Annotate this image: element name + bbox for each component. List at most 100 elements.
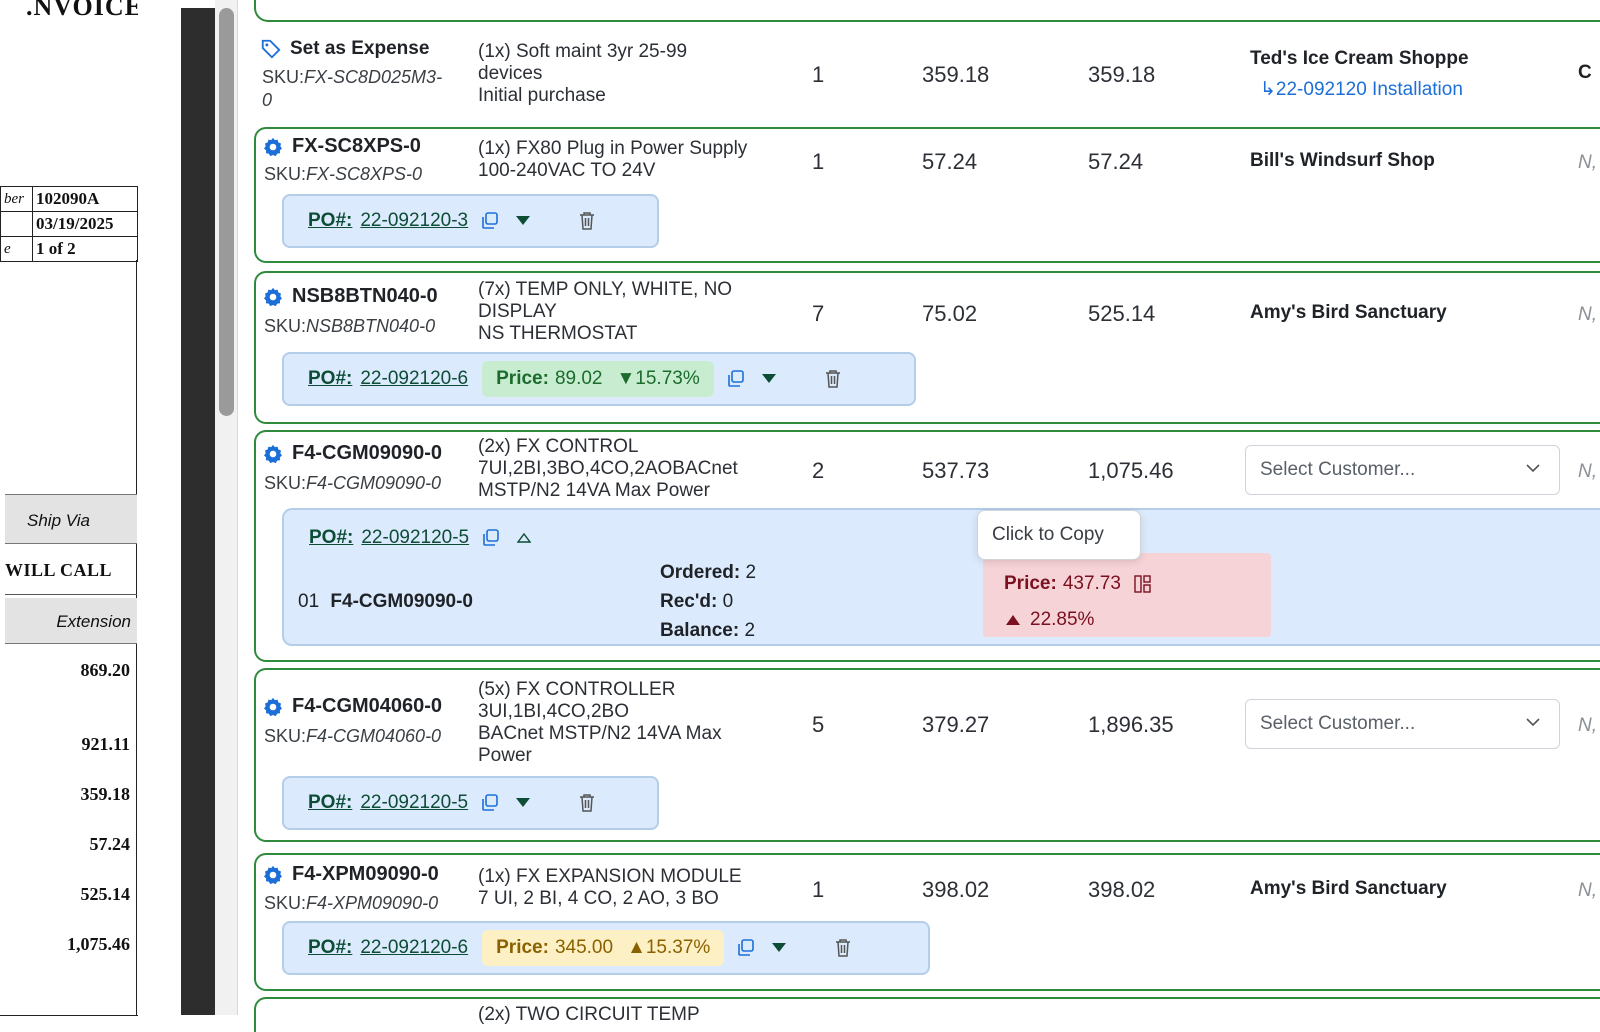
line-number: 01	[298, 591, 320, 612]
chevron-down-icon	[1526, 718, 1540, 727]
description-line: Initial purchase	[478, 85, 606, 106]
description-line: 7UI,2BI,3BO,4CO,2AOBACnet	[478, 458, 738, 479]
description-line: (7x) TEMP ONLY, WHITE, NO	[478, 279, 733, 300]
gear-icon[interactable]	[262, 136, 284, 158]
part-number-label: F4-CGM09090-0	[292, 442, 443, 464]
chevron-up-icon[interactable]	[517, 533, 532, 543]
price-value: 89.02	[554, 368, 603, 389]
description-line: (1x) Soft maint 3yr 25-99	[478, 41, 688, 62]
description-line: (1x) FX80 Plug in Power Supply	[478, 138, 748, 159]
po-label: PO#:	[308, 792, 353, 813]
po-label: PO#:	[308, 210, 353, 231]
po-assignment: PO#: 22-092120-6 Price: 345.00 ▲15.37%	[282, 921, 930, 975]
part-number-label: NSB8BTN040-0	[292, 285, 438, 307]
po-number-link[interactable]: 22-092120-5	[360, 792, 469, 813]
price-delta: ▼15.73%	[616, 368, 700, 389]
chevron-down-icon[interactable]	[516, 798, 531, 808]
po-header-row: PO#: 22-092120-5	[309, 527, 532, 549]
job-link[interactable]: ↳22-092120 Installation	[1260, 79, 1463, 100]
invoice-title: .NVOICE	[26, 0, 138, 21]
sku-prefix: SKU:	[264, 164, 307, 184]
chevron-down-icon[interactable]	[772, 943, 787, 953]
po-number-link[interactable]: 22-092120-3	[360, 210, 469, 231]
column-edge-text: N,	[1578, 461, 1597, 482]
price-compare-row: Price: 437.73	[1004, 573, 1153, 595]
received-value: 0	[722, 591, 734, 612]
sku-value: F4-CGM04060-0	[306, 726, 442, 746]
po-number-link[interactable]: 22-092120-6	[360, 937, 469, 958]
item-part-number: NSB8BTN040-0	[262, 285, 438, 308]
trash-icon[interactable]	[578, 211, 596, 231]
description-line: devices	[478, 63, 543, 84]
gear-icon[interactable]	[262, 443, 284, 465]
item-description: (1x) FX80 Plug in Power Supply 100-240VA…	[478, 138, 783, 182]
extension-amount: 921.11	[81, 734, 130, 754]
price-compare-badge: Price: 89.02 ▼15.73%	[482, 361, 714, 397]
copy-icon[interactable]	[480, 793, 500, 813]
po-assignment: PO#: 22-092120-6 Price: 89.02 ▼15.73%	[282, 352, 916, 406]
item-sku: SKU:FX-SC8XPS-0	[264, 164, 422, 185]
copy-icon[interactable]	[481, 528, 501, 548]
item-sku: SKU:FX-SC8D025M3-	[262, 67, 442, 88]
copy-icon[interactable]	[726, 369, 746, 389]
item-extension: 1,075.46	[1088, 458, 1174, 483]
chevron-down-icon[interactable]	[761, 374, 776, 384]
sku-prefix: SKU:	[264, 316, 307, 336]
item-extension: 525.14	[1088, 301, 1156, 326]
po-assignment: PO#: 22-092120-5	[282, 776, 659, 830]
description-line: 100-240VAC TO 24V	[478, 160, 656, 181]
sku-prefix: SKU:	[264, 893, 307, 913]
po-number-link[interactable]: 22-092120-6	[360, 368, 469, 389]
item-quantity: 5	[812, 712, 825, 737]
copy-icon[interactable]	[480, 211, 500, 231]
extension-amount: 525.14	[80, 884, 131, 904]
item-description: (5x) FX CONTROLLER 3UI,1BI,4CO,2BO BACne…	[478, 679, 783, 767]
trash-icon[interactable]	[834, 938, 852, 958]
sku-value: F4-CGM09090-0	[306, 473, 442, 493]
item-quantity: 1	[812, 62, 825, 87]
gear-icon[interactable]	[262, 696, 284, 718]
copy-icon[interactable]	[1133, 574, 1153, 594]
extension-amount: 57.24	[89, 834, 131, 854]
price-label: Price:	[496, 368, 549, 389]
set-as-expense-button[interactable]: Set as Expense	[260, 38, 429, 60]
meta-label: ber	[0, 186, 33, 212]
item-quantity: 2	[812, 458, 825, 483]
customer-select[interactable]: Select Customer...	[1245, 699, 1560, 749]
po-number-link[interactable]: 22-092120-5	[361, 527, 470, 548]
received-count: Rec'd: 0	[660, 591, 733, 613]
po-assignment-expanded	[282, 508, 1600, 646]
customer-select[interactable]: Select Customer...	[1245, 445, 1560, 495]
ship-via-header: Ship Via	[5, 494, 137, 544]
price-delta: 22.85%	[1030, 609, 1095, 630]
copy-icon[interactable]	[736, 938, 756, 958]
price-compare-badge	[983, 553, 1271, 637]
price-label: Price:	[496, 937, 549, 958]
extension-amount: 869.20	[80, 660, 131, 680]
gear-icon[interactable]	[262, 286, 284, 308]
document-divider	[5, 594, 137, 595]
line-item-card	[254, 997, 1600, 1032]
sku-value: NSB8BTN040-0	[306, 316, 436, 336]
sku-value-cont: 0	[262, 90, 273, 110]
column-edge-text: N,	[1578, 152, 1597, 173]
trash-icon[interactable]	[824, 369, 842, 389]
panel-splitter[interactable]	[181, 8, 215, 1015]
sku-value: FX-SC8XPS-0	[306, 164, 423, 184]
balance-label: Balance:	[660, 620, 740, 641]
item-part-number: F4-CGM09090-0	[262, 442, 442, 465]
item-unit-price: 57.24	[922, 149, 978, 174]
line-part-number: F4-CGM09090-0	[330, 591, 473, 612]
meta-label	[0, 211, 33, 237]
scrollbar-thumb[interactable]	[219, 8, 234, 416]
item-description: (1x) Soft maint 3yr 25-99 devices Initia…	[478, 41, 783, 107]
item-part-number: F4-XPM09090-0	[262, 863, 439, 886]
price-delta-row: 22.85%	[1006, 609, 1094, 631]
copy-tooltip: Click to Copy	[977, 510, 1141, 560]
chevron-down-icon[interactable]	[516, 216, 531, 226]
ship-via-value: WILL CALL	[5, 560, 113, 580]
trash-icon[interactable]	[578, 793, 596, 813]
item-quantity: 1	[812, 149, 825, 174]
gear-icon[interactable]	[262, 864, 284, 886]
item-part-number: F4-CGM04060-0	[262, 695, 442, 718]
